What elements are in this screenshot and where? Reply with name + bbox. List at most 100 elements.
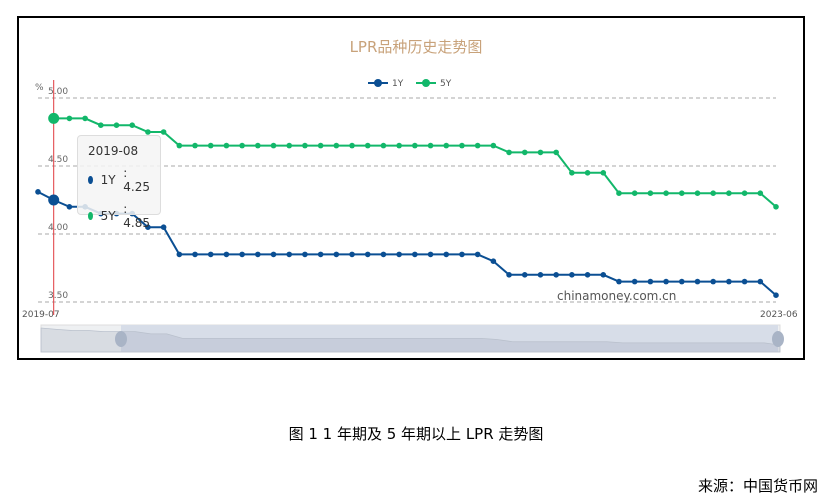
data-point-1Y (569, 272, 575, 278)
data-point-1Y (616, 278, 622, 285)
data-point-1Y (380, 251, 387, 258)
data-point-5Y (757, 190, 764, 196)
data-point-1Y (474, 251, 481, 258)
tooltip-value: : 4.85 (123, 202, 150, 230)
tooltip-value: : 4.25 (123, 166, 150, 194)
data-point-5Y (631, 190, 638, 196)
source-note: 来源：中国货币网 (697, 477, 818, 495)
data-point-5Y (663, 190, 669, 196)
data-point-1Y (317, 251, 324, 258)
data-point-1Y (663, 278, 669, 285)
data-point-5Y (412, 142, 418, 149)
data-point-1Y (349, 251, 355, 258)
figure-caption: 图 1 1 年期及 5 年期以上 LPR 走势图 (288, 425, 544, 443)
tooltip-date: 2019-08 (88, 144, 139, 158)
data-point-1Y (459, 251, 465, 258)
data-point-1Y (160, 224, 167, 230)
y-tick-label: 3.50 (48, 291, 68, 301)
series-dot-icon (88, 176, 93, 184)
chart-title: LPR品种历史走势图 (349, 38, 483, 56)
chart-frame (17, 16, 805, 360)
data-point-1Y (490, 258, 497, 265)
data-point-1Y (302, 251, 308, 258)
data-point-1Y (364, 251, 371, 258)
data-point-1Y (239, 251, 245, 258)
data-point-5Y (66, 115, 73, 122)
data-point-1Y (412, 251, 418, 258)
data-point-5Y (270, 142, 277, 149)
data-point-5Y (364, 142, 371, 149)
data-point-1Y (757, 278, 764, 285)
legend-marker (374, 79, 382, 87)
data-point-5Y (569, 170, 575, 176)
tooltip-label: 5Y (100, 209, 116, 223)
data-point-1Y (207, 251, 214, 258)
data-point-5Y (48, 112, 60, 124)
y-tick-label: 5.00 (48, 87, 68, 97)
data-point-5Y (207, 142, 214, 149)
data-point-1Y (678, 278, 685, 285)
data-point-5Y (694, 190, 701, 196)
data-point-1Y (521, 272, 528, 278)
data-point-1Y (35, 189, 41, 195)
data-point-1Y (647, 278, 654, 285)
datazoom-preview (40, 327, 781, 353)
data-point-1Y (741, 278, 748, 285)
data-point-5Y (490, 142, 497, 149)
data-point-1Y (223, 251, 230, 258)
data-point-5Y (427, 142, 434, 149)
data-point-1Y (286, 251, 293, 258)
data-point-1Y (145, 224, 151, 230)
datazoom-handle[interactable] (115, 331, 127, 347)
data-point-5Y (584, 170, 591, 176)
data-point-5Y (317, 142, 324, 149)
data-point-1Y (537, 272, 544, 278)
data-point-1Y (694, 278, 701, 285)
data-point-5Y (176, 142, 183, 149)
x-tick-label: 2019-07 (22, 310, 60, 320)
datazoom-handle[interactable] (772, 331, 784, 347)
data-point-5Y (192, 142, 198, 149)
data-point-5Y (741, 190, 748, 196)
legend-label-5Y: 5Y (440, 79, 452, 89)
data-point-5Y (474, 142, 481, 149)
data-point-1Y (443, 251, 450, 258)
data-point-5Y (600, 170, 607, 176)
data-point-5Y (333, 142, 340, 149)
data-point-1Y (270, 251, 277, 258)
watermark: chinamoney.com.cn (557, 289, 676, 303)
y-tick-label: 4.00 (48, 223, 68, 233)
data-point-5Y (521, 149, 528, 156)
tooltip-row-5y: 5Y : 4.85 (88, 202, 150, 230)
data-point-1Y (192, 251, 198, 258)
data-point-5Y (616, 190, 622, 196)
tooltip: 2019-08 1Y : 4.25 5Y : 4.85 (77, 135, 161, 230)
data-point-5Y (286, 142, 293, 149)
data-point-1Y (553, 272, 559, 278)
data-point-1Y (427, 251, 434, 258)
data-point-5Y (145, 129, 151, 135)
data-point-5Y (129, 122, 136, 128)
data-point-5Y (773, 204, 779, 210)
data-point-1Y (506, 272, 512, 278)
data-point-1Y (333, 251, 340, 258)
legend-label-1Y: 1Y (392, 79, 404, 89)
data-point-5Y (113, 122, 120, 128)
data-point-5Y (223, 142, 230, 149)
tooltip-row-1y: 1Y : 4.25 (88, 166, 150, 194)
data-point-1Y (66, 204, 73, 210)
data-point-1Y (726, 278, 732, 285)
data-point-1Y (710, 278, 716, 285)
data-point-5Y (302, 142, 308, 149)
data-point-5Y (82, 115, 88, 122)
series-dot-icon (88, 212, 93, 220)
data-point-5Y (98, 122, 104, 128)
data-point-1Y (584, 272, 591, 278)
y-axis-unit: % (35, 83, 44, 93)
data-point-5Y (537, 149, 544, 156)
data-point-5Y (678, 190, 685, 196)
data-point-5Y (396, 142, 402, 149)
y-tick-label: 4.50 (48, 155, 68, 165)
data-point-1Y (176, 251, 183, 258)
